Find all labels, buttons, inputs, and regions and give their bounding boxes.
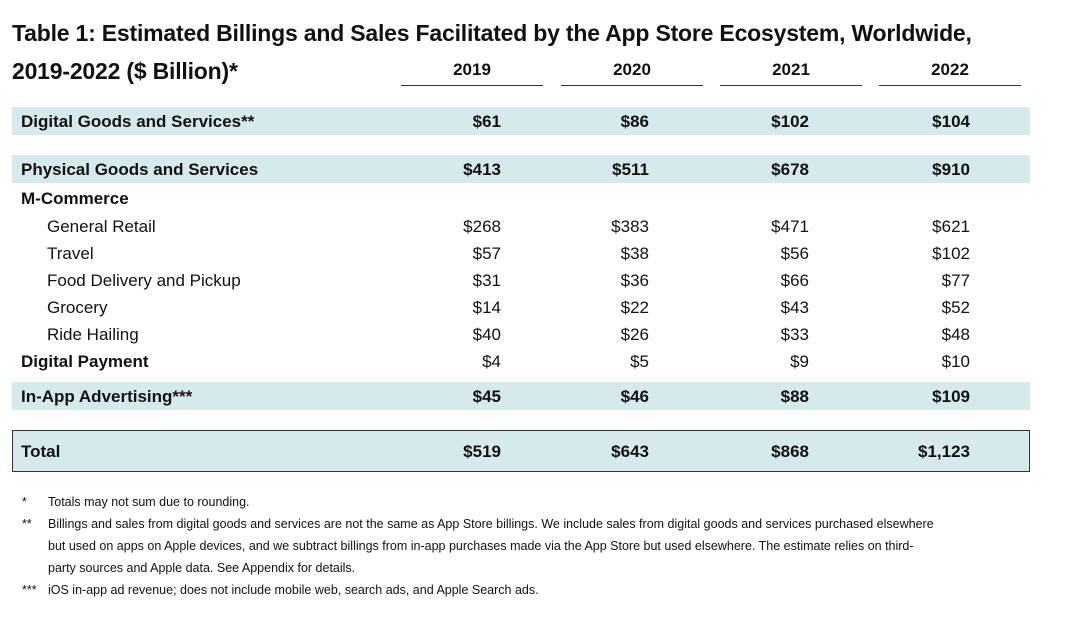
- footnote-mark: **: [22, 517, 32, 531]
- cell-2019: $413: [463, 160, 501, 179]
- header-rule: [879, 85, 1021, 86]
- cell-2021: $56: [780, 244, 809, 263]
- footnote-text: Totals may not sum due to rounding.: [48, 495, 250, 509]
- cell-2020: $643: [611, 442, 649, 461]
- cell-2021: $66: [780, 271, 809, 290]
- row-label: Food Delivery and Pickup: [47, 271, 241, 290]
- table-row-travel: Travel $57 $38 $56 $102: [12, 240, 1030, 267]
- cell-2019: $268: [463, 217, 501, 236]
- cell-2022: $104: [932, 112, 970, 131]
- table-row-food-delivery: Food Delivery and Pickup $31 $36 $66 $77: [12, 267, 1030, 294]
- table-row-in-app-advertising: In-App Advertising*** $45 $46 $88 $109: [12, 383, 1030, 410]
- row-label: Ride Hailing: [47, 325, 139, 344]
- year-header-2020: 2020: [613, 60, 651, 79]
- table-row-m-commerce: M-Commerce: [12, 185, 1030, 212]
- cell-2021: $678: [771, 160, 809, 179]
- year-header-2022: 2022: [931, 60, 969, 79]
- total-box: [12, 430, 1030, 472]
- highlight-band: [12, 382, 1030, 410]
- row-label: M-Commerce: [21, 189, 129, 208]
- table-row-ride-hailing: Ride Hailing $40 $26 $33 $48: [12, 321, 1030, 348]
- cell-2019: $57: [472, 244, 501, 263]
- row-label: Digital Goods and Services**: [21, 112, 255, 131]
- cell-2019: $519: [463, 442, 501, 461]
- cell-2020: $5: [630, 352, 649, 371]
- cell-2021: $88: [780, 387, 809, 406]
- highlight-band: [12, 155, 1030, 183]
- table-row-grocery: Grocery $14 $22 $43 $52: [12, 294, 1030, 321]
- footnote-mark: *: [22, 495, 27, 509]
- table-row-physical-goods: Physical Goods and Services $413 $511 $6…: [12, 156, 1030, 183]
- cell-2019: $31: [472, 271, 501, 290]
- footnote-text: iOS in-app ad revenue; does not include …: [48, 583, 539, 597]
- year-header-2021: 2021: [772, 60, 810, 79]
- cell-2021: $102: [771, 112, 809, 131]
- cell-2019: $14: [472, 298, 501, 317]
- table-row-digital-payment: Digital Payment $4 $5 $9 $10: [12, 348, 1030, 375]
- cell-2022: $109: [932, 387, 970, 406]
- footnote-text: Billings and sales from digital goods an…: [48, 517, 934, 531]
- cell-2022: $102: [932, 244, 970, 263]
- cell-2021: $43: [780, 298, 809, 317]
- footnote-text: but used on apps on Apple devices, and w…: [48, 539, 914, 553]
- highlight-band: [12, 107, 1030, 135]
- cell-2020: $86: [620, 112, 649, 131]
- cell-2020: $383: [611, 217, 649, 236]
- table-row-digital-goods: Digital Goods and Services** $61 $86 $10…: [12, 108, 1030, 135]
- cell-2019: $4: [482, 352, 501, 371]
- cell-2021: $471: [771, 217, 809, 236]
- cell-2021: $33: [780, 325, 809, 344]
- row-label: Digital Payment: [21, 352, 149, 371]
- cell-2020: $26: [620, 325, 649, 344]
- cell-2022: $910: [932, 160, 970, 179]
- row-label: Physical Goods and Services: [21, 160, 259, 179]
- cell-2020: $38: [620, 244, 649, 263]
- year-header-2019: 2019: [453, 60, 491, 79]
- cell-2022: $77: [941, 271, 970, 290]
- cell-2020: $22: [620, 298, 649, 317]
- cell-2019: $61: [472, 112, 501, 131]
- cell-2022: $48: [941, 325, 970, 344]
- cell-2022: $52: [941, 298, 970, 317]
- row-label: In-App Advertising***: [21, 387, 193, 406]
- cell-2020: $36: [620, 271, 649, 290]
- cell-2020: $46: [620, 387, 649, 406]
- cell-2021: $868: [771, 442, 809, 461]
- cell-2021: $9: [790, 352, 809, 371]
- cell-2022: $10: [941, 352, 970, 371]
- table-title-line-2: 2019-2022 ($ Billion)*: [12, 58, 238, 84]
- cell-2022: $1,123: [918, 442, 970, 461]
- cell-2022: $621: [932, 217, 970, 236]
- cell-2019: $40: [472, 325, 501, 344]
- header-rule: [561, 85, 703, 86]
- row-label: Travel: [47, 244, 94, 263]
- header-rule: [720, 85, 862, 86]
- table-row-general-retail: General Retail $268 $383 $471 $621: [12, 213, 1030, 240]
- cell-2019: $45: [472, 387, 501, 406]
- row-label: General Retail: [47, 217, 156, 236]
- header-rule: [401, 85, 543, 86]
- cell-2020: $511: [612, 160, 649, 179]
- table-title-line-1: Table 1: Estimated Billings and Sales Fa…: [12, 20, 972, 46]
- table-row-total: Total $519 $643 $868 $1,123: [12, 438, 1030, 465]
- row-label: Grocery: [47, 298, 108, 317]
- footnote-text: party sources and Apple data. See Append…: [48, 561, 356, 575]
- row-label: Total: [21, 442, 61, 461]
- footnote-mark: ***: [22, 583, 37, 597]
